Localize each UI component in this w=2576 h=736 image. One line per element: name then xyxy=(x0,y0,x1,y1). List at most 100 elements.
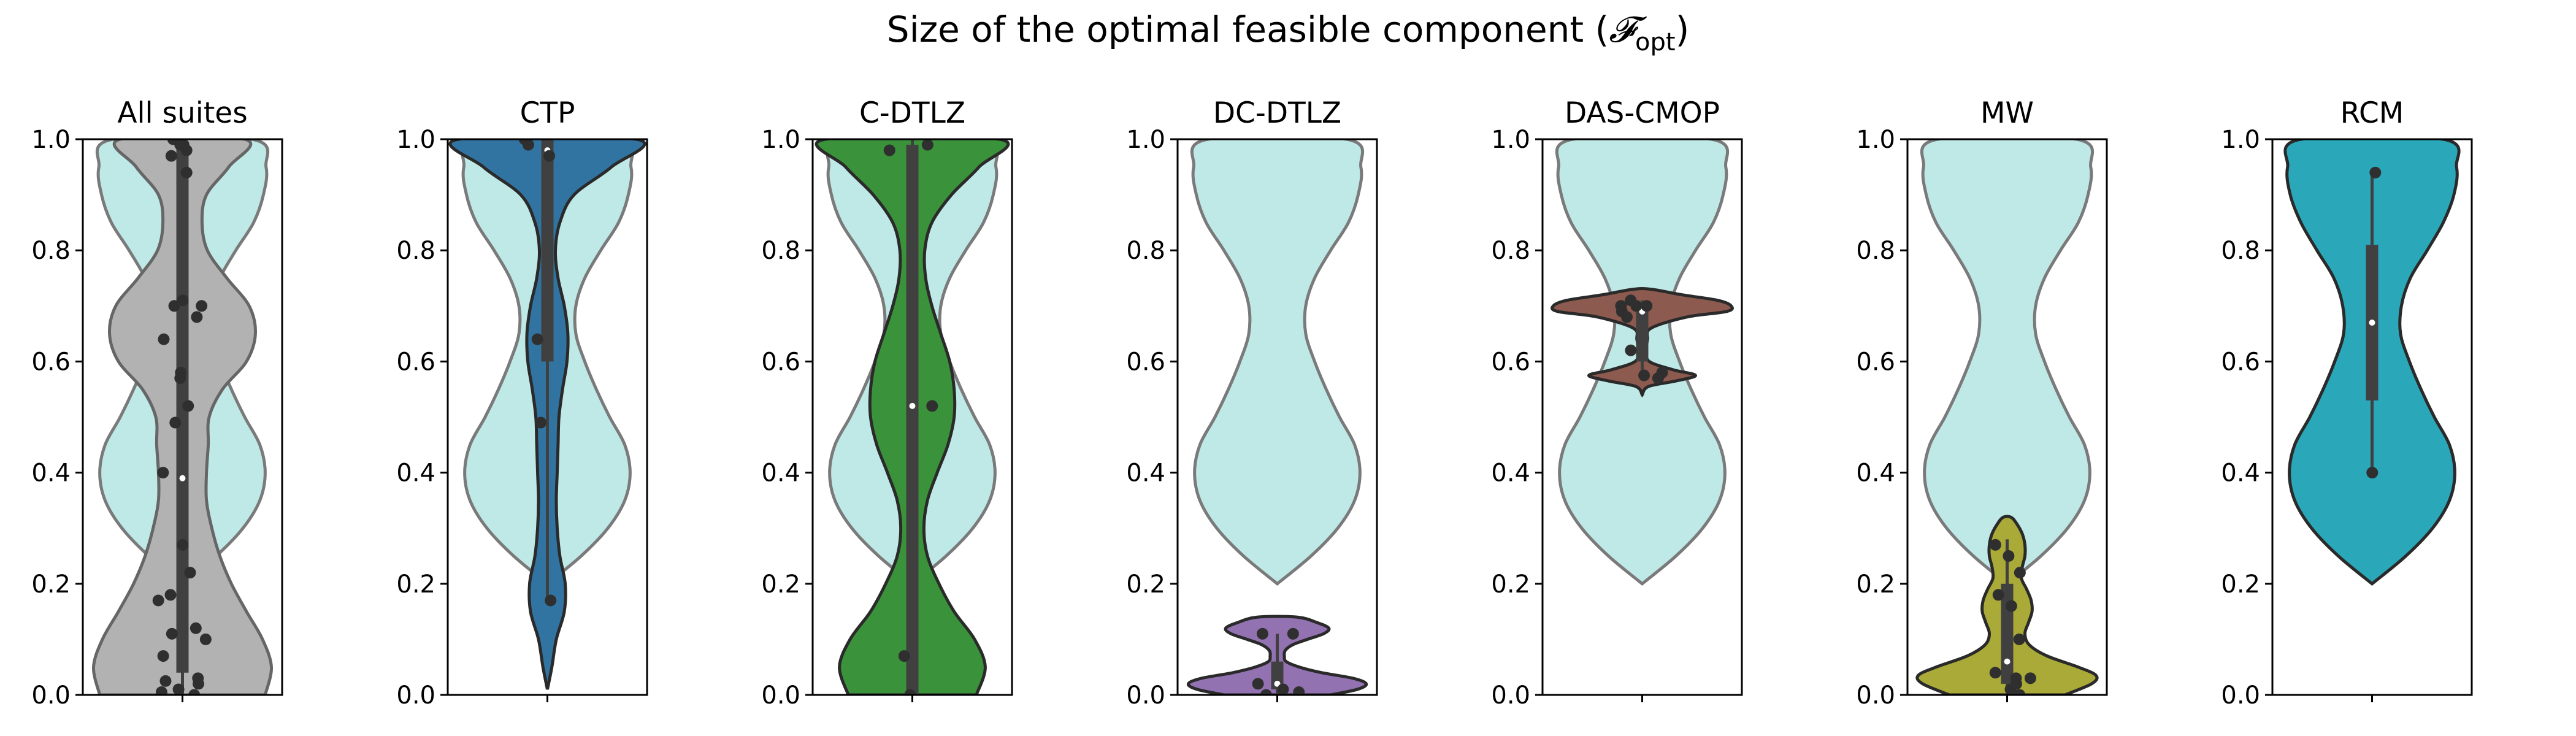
panel-title: DAS-CMOP xyxy=(1565,96,1720,130)
data-point xyxy=(191,311,203,323)
y-tick-label: 0.4 xyxy=(1491,459,1530,488)
data-point xyxy=(531,333,543,345)
y-tick-label: 0.6 xyxy=(2221,348,2260,376)
y-tick-label: 1.0 xyxy=(1126,126,1165,154)
panel-ctp: CTP 0.0 0.2 0.4 0.6 0.8 1.0 xyxy=(396,96,648,710)
data-point xyxy=(921,139,933,151)
data-point xyxy=(1260,689,1272,695)
data-point xyxy=(167,139,179,145)
data-point xyxy=(180,166,193,178)
reference-violin xyxy=(1920,139,2095,586)
data-point xyxy=(164,589,177,601)
iqr-box xyxy=(541,139,554,362)
data-point xyxy=(883,144,895,156)
panel-c-dtlz: C-DTLZ 0.0 0.2 0.4 0.6 0.8 1.0 xyxy=(761,96,1013,710)
data-point xyxy=(182,400,194,412)
reference-violin xyxy=(1190,139,1365,586)
data-point xyxy=(166,627,178,640)
median-marker xyxy=(1274,680,1281,687)
y-tick-label: 0.8 xyxy=(396,237,435,265)
y-tick-label: 0.6 xyxy=(1856,348,1895,376)
data-point xyxy=(2024,672,2036,684)
y-tick-label: 1.0 xyxy=(1491,126,1530,154)
panel-title: RCM xyxy=(2340,96,2404,130)
data-point xyxy=(1656,367,1668,379)
y-tick-label: 0.2 xyxy=(2221,570,2260,599)
figure-title: Size of the optimal feasible component (… xyxy=(887,9,1689,56)
data-point xyxy=(184,567,196,579)
data-point xyxy=(175,367,187,379)
data-point xyxy=(159,675,172,687)
data-point xyxy=(192,672,204,684)
y-tick-label: 0.6 xyxy=(1126,348,1165,376)
panel-title: CTP xyxy=(520,96,575,130)
y-tick-label: 0.8 xyxy=(1856,237,1895,265)
data-point xyxy=(2366,467,2379,479)
data-point xyxy=(196,300,208,312)
data-point xyxy=(157,650,169,662)
panel-title: C-DTLZ xyxy=(859,96,965,130)
data-point xyxy=(177,294,189,307)
y-tick-label: 1.0 xyxy=(2221,126,2260,154)
median-marker xyxy=(909,402,916,409)
data-point xyxy=(1989,667,2001,679)
data-point xyxy=(169,416,182,429)
data-point xyxy=(904,689,916,695)
data-point xyxy=(2010,672,2022,684)
iqr-box xyxy=(1271,661,1284,689)
y-tick-label: 1.0 xyxy=(396,126,435,154)
y-tick-label: 0.2 xyxy=(31,570,71,599)
data-point xyxy=(165,150,177,162)
y-tick-label: 1.0 xyxy=(31,126,71,154)
data-point xyxy=(158,333,170,345)
iqr-box xyxy=(2001,583,2014,684)
data-point xyxy=(1287,627,1299,640)
y-tick-label: 0.8 xyxy=(1491,237,1530,265)
data-point xyxy=(2003,550,2015,562)
data-point xyxy=(543,150,556,162)
plot-area xyxy=(91,139,274,695)
panel-rcm: RCM 0.0 0.2 0.4 0.6 0.8 1.0 xyxy=(2221,96,2473,710)
y-tick-label: 0.4 xyxy=(31,459,71,488)
title-close: ) xyxy=(1676,9,1690,50)
data-point xyxy=(1615,300,1627,312)
y-tick-label: 0.8 xyxy=(1126,237,1165,265)
y-tick-label: 0.4 xyxy=(1126,459,1165,488)
data-point xyxy=(1293,686,1305,695)
y-tick-label: 0.8 xyxy=(761,237,800,265)
iqr-box xyxy=(906,145,919,695)
panel-dc-dtlz: DC-DTLZ 0.0 0.2 0.4 0.6 0.8 1.0 xyxy=(1126,96,1378,710)
y-tick-label: 0.0 xyxy=(2221,681,2260,710)
plot-area xyxy=(1551,139,1734,586)
data-point xyxy=(190,622,202,634)
y-tick-label: 0.8 xyxy=(2221,237,2260,265)
panel-das-cmop: DAS-CMOP 0.0 0.2 0.4 0.6 0.8 1.0 xyxy=(1491,96,1743,710)
data-point xyxy=(545,594,557,607)
y-tick-label: 1.0 xyxy=(761,126,800,154)
median-marker xyxy=(2369,319,2375,326)
plot-area xyxy=(1915,139,2099,695)
data-point xyxy=(2013,633,2025,645)
median-marker xyxy=(179,475,186,481)
y-tick-label: 0.2 xyxy=(1491,570,1530,599)
y-tick-label: 0.6 xyxy=(761,348,800,376)
data-point xyxy=(1641,300,1653,312)
y-tick-label: 0.6 xyxy=(1491,348,1530,376)
data-point xyxy=(1992,589,2004,601)
y-tick-label: 0.4 xyxy=(396,459,435,488)
data-point xyxy=(177,539,189,551)
panel-title: All suites xyxy=(117,96,247,130)
data-point xyxy=(152,594,164,607)
data-point xyxy=(1625,294,1637,307)
panel-title: DC-DTLZ xyxy=(1213,96,1341,130)
median-marker xyxy=(2004,658,2011,665)
panel-mw: MW 0.0 0.2 0.4 0.6 0.8 1.0 xyxy=(1856,96,2108,710)
data-point xyxy=(172,683,185,695)
data-point xyxy=(2014,567,2026,579)
y-tick-label: 0.2 xyxy=(1126,570,1165,599)
data-point xyxy=(1989,539,2001,551)
y-tick-label: 0.4 xyxy=(2221,459,2260,488)
plot-area xyxy=(1186,139,1368,695)
plot-area xyxy=(2283,139,2461,586)
